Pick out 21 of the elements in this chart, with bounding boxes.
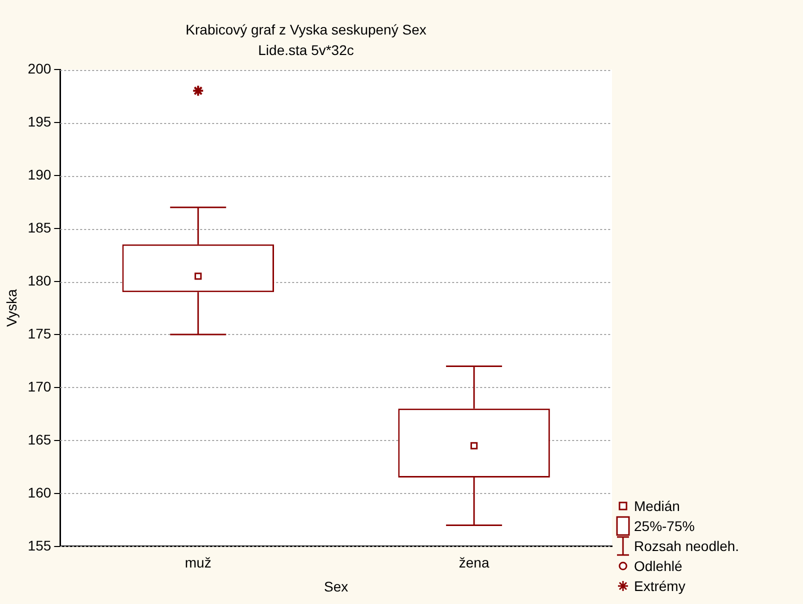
y-tick-label: 175 [28, 325, 52, 342]
x-tick-label: muž [184, 554, 212, 571]
y-tick-label: 170 [28, 378, 52, 394]
y-tick-label: 160 [28, 484, 52, 500]
y-tick-label: 155 [28, 537, 52, 554]
y-tick-label: 185 [28, 219, 52, 236]
text: Extrémy [634, 577, 686, 596]
y-tick-label: 200 [28, 60, 52, 76]
chart-subtitle: Lide.sta 5v*32c [258, 42, 354, 58]
chart-title: Krabicový graf z Vyska seskupený Sex [186, 21, 426, 38]
y-tick-label: 190 [28, 166, 52, 182]
text: Odlehlé [634, 557, 682, 576]
text: Medián [634, 497, 680, 516]
y-tick-label: 180 [28, 272, 52, 288]
text: Rozsah neodleh. [634, 537, 740, 556]
y-axis-title: Vyska [3, 288, 20, 327]
x-tick-label: žena [458, 554, 490, 571]
x-axis-title: Sex [324, 578, 348, 594]
y-tick-label: 165 [28, 431, 52, 448]
y-tick-label: 195 [28, 113, 52, 130]
text: 25%-75% [634, 517, 695, 536]
